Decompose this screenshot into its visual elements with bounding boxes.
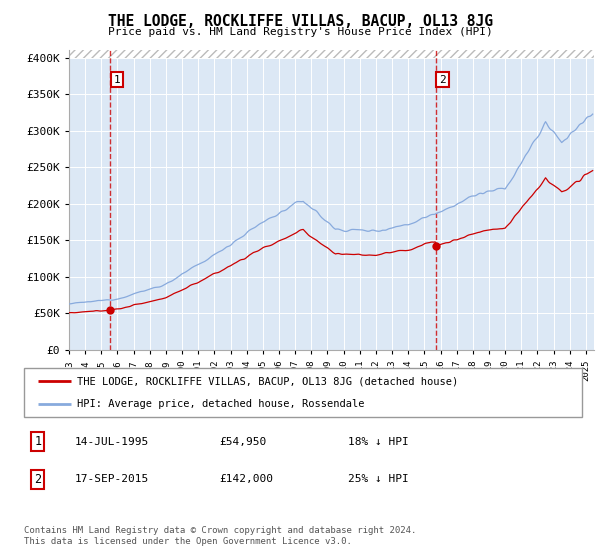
Text: 2: 2 <box>439 74 446 85</box>
FancyBboxPatch shape <box>24 368 582 417</box>
Text: £54,950: £54,950 <box>220 437 266 447</box>
Text: 1: 1 <box>113 74 120 85</box>
Text: THE LODGE, ROCKLIFFE VILLAS, BACUP, OL13 8JG: THE LODGE, ROCKLIFFE VILLAS, BACUP, OL13… <box>107 14 493 29</box>
Text: Price paid vs. HM Land Registry's House Price Index (HPI): Price paid vs. HM Land Registry's House … <box>107 27 493 37</box>
Text: 18% ↓ HPI: 18% ↓ HPI <box>347 437 409 447</box>
Text: 1: 1 <box>34 435 41 449</box>
Text: THE LODGE, ROCKLIFFE VILLAS, BACUP, OL13 8JG (detached house): THE LODGE, ROCKLIFFE VILLAS, BACUP, OL13… <box>77 376 458 386</box>
Text: 25% ↓ HPI: 25% ↓ HPI <box>347 474 409 484</box>
Text: 17-SEP-2015: 17-SEP-2015 <box>74 474 148 484</box>
Text: £142,000: £142,000 <box>220 474 273 484</box>
Text: 2: 2 <box>34 473 41 486</box>
Text: 14-JUL-1995: 14-JUL-1995 <box>74 437 148 447</box>
Text: Contains HM Land Registry data © Crown copyright and database right 2024.
This d: Contains HM Land Registry data © Crown c… <box>24 526 416 546</box>
Text: HPI: Average price, detached house, Rossendale: HPI: Average price, detached house, Ross… <box>77 399 365 409</box>
